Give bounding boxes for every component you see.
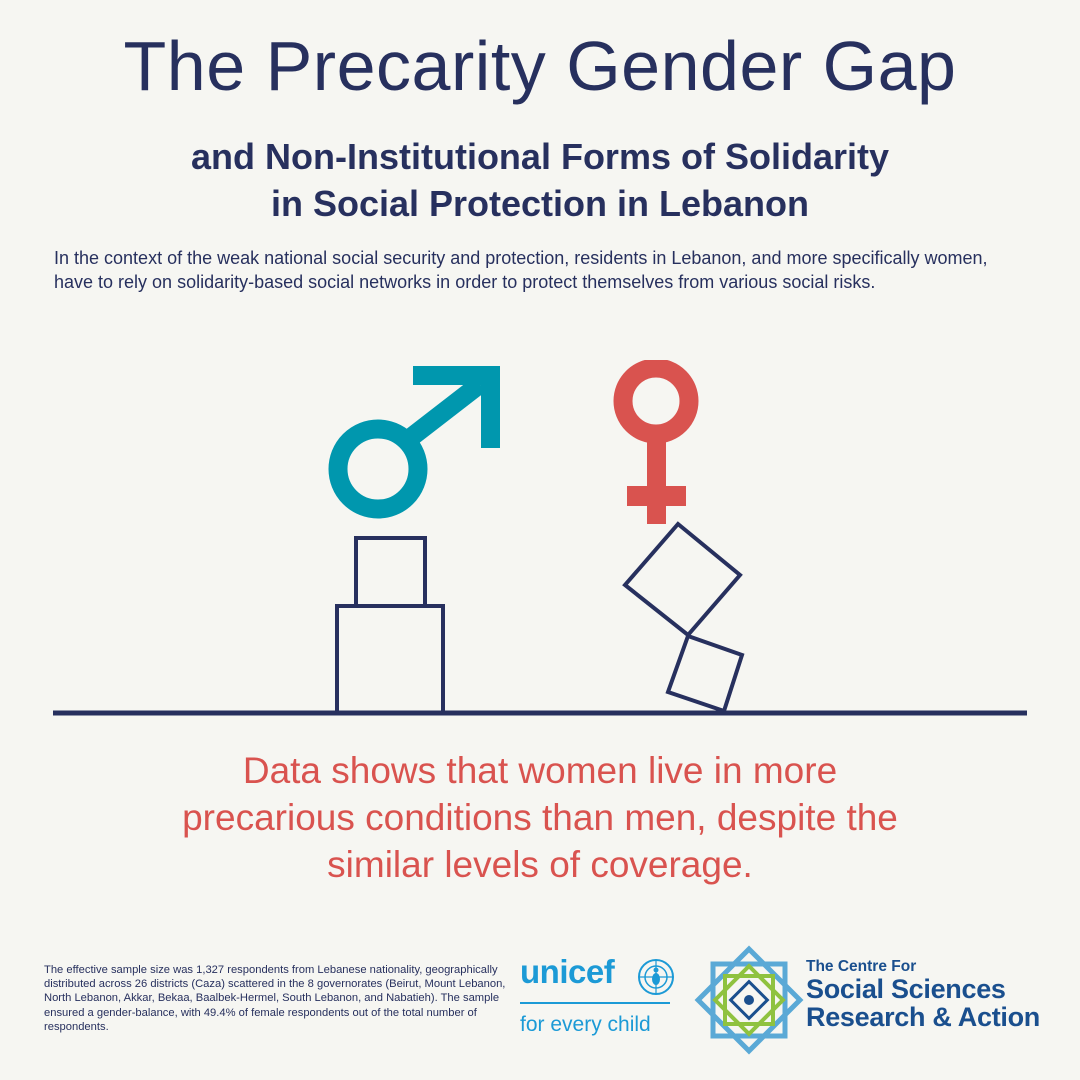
methodology-footnote: The effective sample size was 1,327 resp…	[44, 964, 506, 1033]
subtitle-line-2: in Social Protection in Lebanon	[270, 182, 810, 224]
finding-line-3: similar levels of coverage.	[327, 843, 753, 885]
csrsa-logo-text: The Centre For Social Sciences Research …	[806, 958, 1040, 1032]
unicef-logo: unicef for every child	[518, 953, 678, 1048]
finding-line-2: precarious conditions than men, despite …	[182, 796, 898, 838]
female-lower-block	[665, 633, 745, 714]
female-symbol-icon	[613, 358, 699, 524]
page-title: The Precarity Gender Gap	[123, 27, 957, 105]
female-upper-block	[622, 521, 743, 638]
male-small-block	[354, 536, 427, 608]
subtitle-line-1: and Non-Institutional Forms of Solidarit…	[191, 136, 889, 177]
unicef-tagline: for every child	[520, 1013, 651, 1036]
csrsa-line-2: Social Sciences	[806, 974, 1006, 1005]
unicef-wordmark: unicef	[520, 953, 615, 990]
page-subtitle: and Non-Institutional Forms of Solidarit…	[0, 134, 1080, 228]
csrsa-emblem-icon	[694, 945, 804, 1055]
intro-text: In the context of the weak national soci…	[54, 248, 988, 292]
male-large-block	[335, 604, 445, 715]
unicef-divider	[520, 1002, 670, 1004]
male-symbol-icon	[328, 366, 500, 519]
csrsa-line-1: The Centre For	[806, 958, 917, 975]
unicef-globe-icon	[638, 959, 674, 995]
gender-illustration	[0, 358, 1080, 730]
key-finding: Data shows that women live in more preca…	[0, 748, 1080, 889]
finding-line-1: Data shows that women live in more	[242, 750, 838, 791]
csrsa-line-3: Research & Action	[806, 1002, 1040, 1033]
